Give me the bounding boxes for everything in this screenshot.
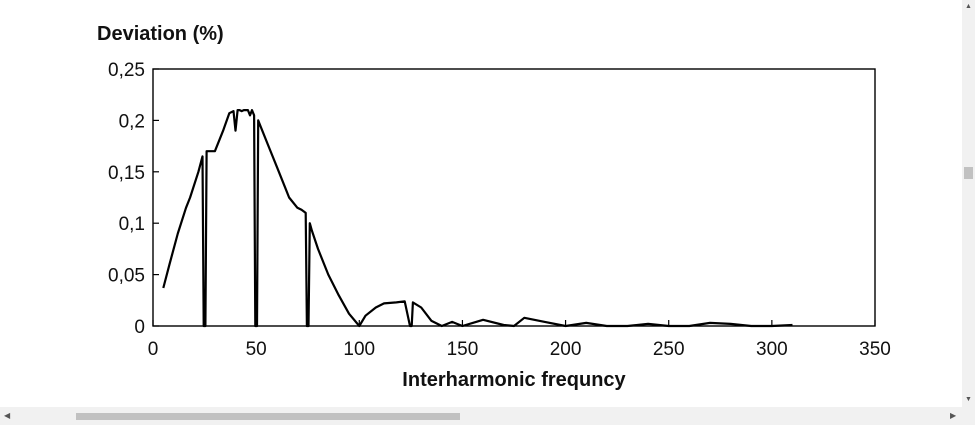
scrollbar-corner: [962, 407, 975, 425]
x-axis-title: Interharmonic frequncy: [402, 369, 626, 391]
deviation-chart: Deviation (%) 0 0,05 0,1 0,15 0,2 0,25 0 50 100…: [97, 23, 891, 391]
x-tick-label: 200: [550, 339, 582, 360]
scroll-left-arrow-icon[interactable]: ◀: [4, 411, 11, 420]
y-axis-title: Deviation (%): [97, 23, 224, 45]
y-tick-label: 0,05: [108, 266, 145, 287]
plot-area: [152, 68, 876, 327]
scroll-up-arrow-icon[interactable]: ▲: [965, 3, 972, 10]
horizontal-scrollbar[interactable]: ◀ ▶: [0, 407, 962, 425]
y-axis-ticks: 0 0,05 0,1 0,15 0,2 0,25: [108, 60, 159, 338]
horizontal-scroll-thumb[interactable]: [76, 413, 460, 420]
x-axis-ticks: 0 50 100 150 200 250 300 350: [148, 320, 891, 360]
x-tick-label: 100: [343, 339, 375, 360]
y-tick-label: 0,2: [119, 111, 145, 132]
scroll-right-arrow-icon[interactable]: ▶: [950, 411, 957, 420]
vertical-scroll-thumb[interactable]: [964, 167, 973, 179]
y-tick-label: 0,1: [119, 214, 145, 235]
x-tick-label: 0: [148, 339, 159, 360]
x-tick-label: 300: [756, 339, 788, 360]
y-tick-label: 0,15: [108, 163, 145, 184]
x-tick-label: 150: [447, 339, 479, 360]
series-layer: [162, 108, 793, 328]
x-tick-label: 250: [653, 339, 685, 360]
scroll-down-arrow-icon[interactable]: ▼: [965, 396, 972, 403]
x-tick-label: 50: [246, 339, 267, 360]
y-tick-label: 0,25: [108, 60, 145, 81]
vertical-scrollbar[interactable]: ▲ ▼: [962, 0, 975, 407]
y-tick-label: 0: [134, 317, 145, 338]
x-tick-label: 350: [859, 339, 891, 360]
series-line: [162, 108, 793, 328]
